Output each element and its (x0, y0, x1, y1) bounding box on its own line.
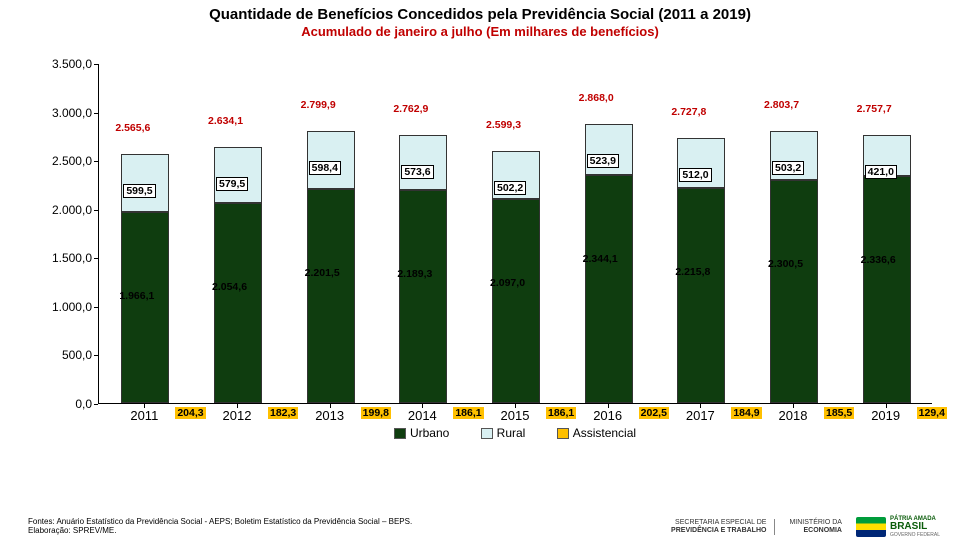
legend-label-rural: Rural (497, 426, 526, 440)
x-category-label: 2012 (223, 408, 252, 423)
bar-label-rural: 512,0 (679, 168, 711, 182)
bar-label-assist: 184,9 (731, 407, 761, 419)
legend-item-assist: Assistencial (557, 426, 636, 440)
bar-rural (214, 147, 262, 203)
footnote: Fontes: Anuário Estatístico da Previdênc… (28, 517, 412, 536)
bar-urbano (399, 190, 447, 403)
chart-title: Quantidade de Benefícios Concedidos pela… (0, 6, 960, 23)
legend-swatch-assist (557, 428, 569, 439)
bar-rural (399, 135, 447, 191)
bar-label-urbano: 2.344,1 (583, 253, 618, 265)
logo-block: SECRETARIA ESPECIAL DE PREVIDÊNCIA E TRA… (671, 516, 940, 538)
y-tick-label: 0,0 (28, 397, 92, 411)
bar-label-assist: 185,5 (824, 407, 854, 419)
bar-label-rural: 598,4 (309, 161, 341, 175)
bar-label-total: 2.762,9 (393, 103, 428, 115)
bar-label-rural: 503,2 (772, 161, 804, 175)
legend-swatch-urbano (394, 428, 406, 439)
bar-label-total: 2.599,3 (486, 119, 521, 131)
bar-label-rural: 579,5 (216, 177, 248, 191)
bar-urbano (307, 189, 355, 403)
plot-area: 2.565,6599,51.966,1204,32.634,1579,52.05… (98, 64, 932, 404)
bar-label-total: 2.868,0 (579, 92, 614, 104)
y-tick-label: 2.500,0 (28, 154, 92, 168)
x-category-label: 2018 (779, 408, 808, 423)
bar-urbano (492, 199, 540, 403)
chart-container: 0,0 500,0 1.000,0 1.500,0 2.000,0 2.500,0 3.00… (28, 64, 932, 444)
bar-urbano (585, 175, 633, 403)
bar-label-rural: 523,9 (587, 154, 619, 168)
bar-label-total: 2.803,7 (764, 99, 799, 111)
chart-subtitle: Acumulado de janeiro a julho (Em milhare… (0, 24, 960, 39)
legend-item-rural: Rural (481, 426, 526, 440)
bar-label-assist: 186,1 (453, 407, 483, 419)
bar-label-assist: 186,1 (546, 407, 576, 419)
bar-label-rural: 599,5 (123, 184, 155, 198)
bar-label-urbano: 1.966,1 (119, 290, 154, 302)
legend-label-assist: Assistencial (573, 426, 636, 440)
flag-icon (856, 517, 886, 537)
footnote-line2: Elaboração: SPREV/ME. (28, 526, 412, 536)
bar-label-urbano: 2.336,6 (861, 254, 896, 266)
bar-label-rural: 502,2 (494, 181, 526, 195)
bar-label-total: 2.727,8 (671, 106, 706, 118)
bar-label-assist: 202,5 (639, 407, 669, 419)
y-tick-label: 2.000,0 (28, 203, 92, 217)
bar-label-urbano: 2.054,6 (212, 281, 247, 293)
bar-label-total: 2.757,7 (857, 103, 892, 115)
x-category-label: 2013 (315, 408, 344, 423)
bar-label-urbano: 2.189,3 (397, 268, 432, 280)
bar-label-assist: 204,3 (175, 407, 205, 419)
bar-label-urbano: 2.097,0 (490, 277, 525, 289)
legend-label-urbano: Urbano (410, 426, 449, 440)
bar-label-urbano: 2.201,5 (305, 267, 340, 279)
logo-ministerio: MINISTÉRIO DA ECONOMIA (789, 519, 842, 534)
logo-secretaria: SECRETARIA ESPECIAL DE PREVIDÊNCIA E TRA… (671, 519, 775, 534)
y-tick-label: 1.500,0 (28, 251, 92, 265)
footnote-line1: Fontes: Anuário Estatístico da Previdênc… (28, 517, 412, 527)
x-category-label: 2014 (408, 408, 437, 423)
bar-urbano (214, 203, 262, 403)
x-category-label: 2019 (871, 408, 900, 423)
y-tick-label: 1.000,0 (28, 300, 92, 314)
y-tick-label: 500,0 (28, 348, 92, 362)
bar-label-urbano: 2.300,5 (768, 258, 803, 270)
bar-label-total: 2.634,1 (208, 115, 243, 127)
bar-urbano (770, 180, 818, 403)
legend-swatch-rural (481, 428, 493, 439)
bar-label-rural: 573,6 (401, 165, 433, 179)
x-category-label: 2016 (593, 408, 622, 423)
bar-label-total: 2.799,9 (301, 99, 336, 111)
bar-label-assist: 129,4 (917, 407, 947, 419)
x-category-label: 2011 (130, 408, 158, 423)
bar-urbano (863, 176, 911, 403)
bar-urbano (677, 188, 725, 403)
x-category-label: 2017 (686, 408, 715, 423)
bar-label-urbano: 2.215,8 (675, 266, 710, 278)
bar-label-assist: 182,3 (268, 407, 298, 419)
bar-label-total: 2.565,6 (115, 122, 150, 134)
y-tick-label: 3.000,0 (28, 106, 92, 120)
bar-urbano (121, 212, 169, 403)
y-tick-label: 3.500,0 (28, 57, 92, 71)
bar-label-assist: 199,8 (361, 407, 391, 419)
legend: Urbano Rural Assistencial (98, 426, 932, 440)
x-category-label: 2015 (501, 408, 530, 423)
bar-label-rural: 421,0 (865, 165, 897, 179)
legend-item-urbano: Urbano (394, 426, 449, 440)
logo-brasil: PÁTRIA AMADA BRASIL GOVERNO FEDERAL (856, 516, 940, 538)
